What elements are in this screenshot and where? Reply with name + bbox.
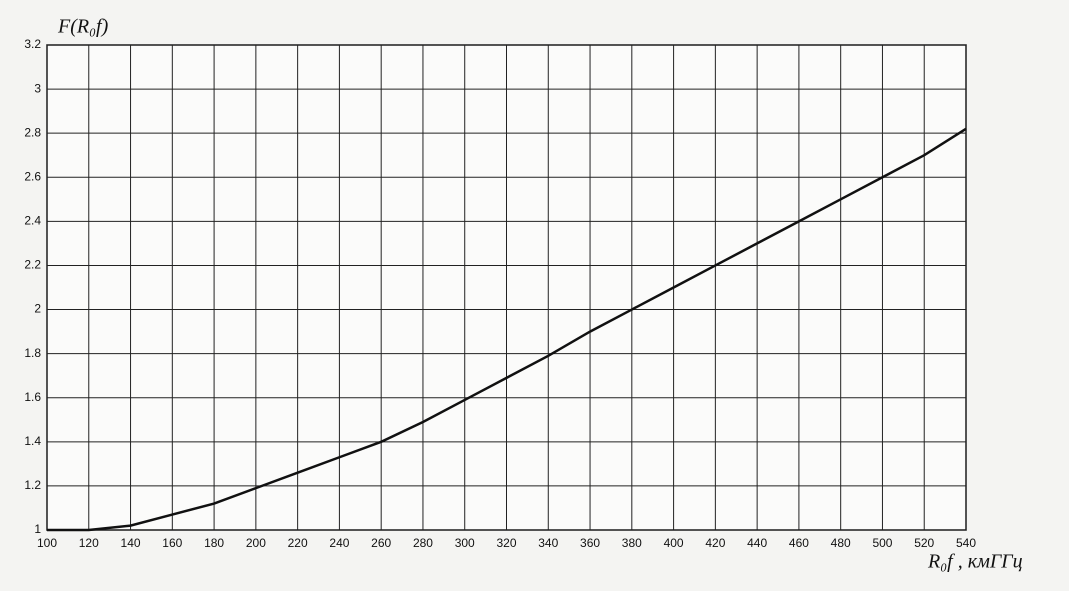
y-tick-label: 3.2 bbox=[24, 37, 41, 51]
x-tick-label: 320 bbox=[496, 536, 516, 550]
x-tick-label: 480 bbox=[831, 536, 851, 550]
x-tick-label: 340 bbox=[538, 536, 558, 550]
x-axis-label: R₀f , кмГГц bbox=[927, 551, 1023, 573]
x-tick-label: 260 bbox=[371, 536, 391, 550]
y-tick-label: 3 bbox=[34, 81, 41, 95]
x-tick-label: 140 bbox=[121, 536, 141, 550]
y-tick-label: 1.4 bbox=[24, 434, 41, 448]
y-tick-label: 2.2 bbox=[24, 258, 41, 272]
x-tick-label: 280 bbox=[413, 536, 433, 550]
x-tick-label: 360 bbox=[580, 536, 600, 550]
x-tick-label: 380 bbox=[622, 536, 642, 550]
x-tick-label: 520 bbox=[914, 536, 934, 550]
x-tick-label: 500 bbox=[872, 536, 892, 550]
y-tick-label: 2.8 bbox=[24, 125, 41, 139]
y-tick-label: 2.6 bbox=[24, 169, 41, 183]
x-tick-label: 220 bbox=[288, 536, 308, 550]
x-tick-label: 200 bbox=[246, 536, 266, 550]
y-axis-label: F(R₀f) bbox=[57, 16, 109, 38]
x-tick-label: 420 bbox=[705, 536, 725, 550]
x-tick-label: 240 bbox=[329, 536, 349, 550]
x-tick-label: 440 bbox=[747, 536, 767, 550]
y-tick-label: 2.4 bbox=[24, 214, 41, 228]
x-tick-label: 460 bbox=[789, 536, 809, 550]
y-tick-label: 2 bbox=[34, 302, 41, 316]
x-tick-label: 100 bbox=[37, 536, 57, 550]
y-tick-label: 1.2 bbox=[24, 478, 41, 492]
x-tick-label: 540 bbox=[956, 536, 976, 550]
y-tick-label: 1.8 bbox=[24, 346, 41, 360]
x-tick-label: 120 bbox=[79, 536, 99, 550]
x-tick-label: 160 bbox=[162, 536, 182, 550]
y-tick-label: 1 bbox=[34, 522, 41, 536]
x-tick-label: 300 bbox=[455, 536, 475, 550]
x-tick-label: 400 bbox=[664, 536, 684, 550]
y-tick-label: 1.6 bbox=[24, 390, 41, 404]
data-line bbox=[47, 127, 967, 532]
x-tick-label: 180 bbox=[204, 536, 224, 550]
